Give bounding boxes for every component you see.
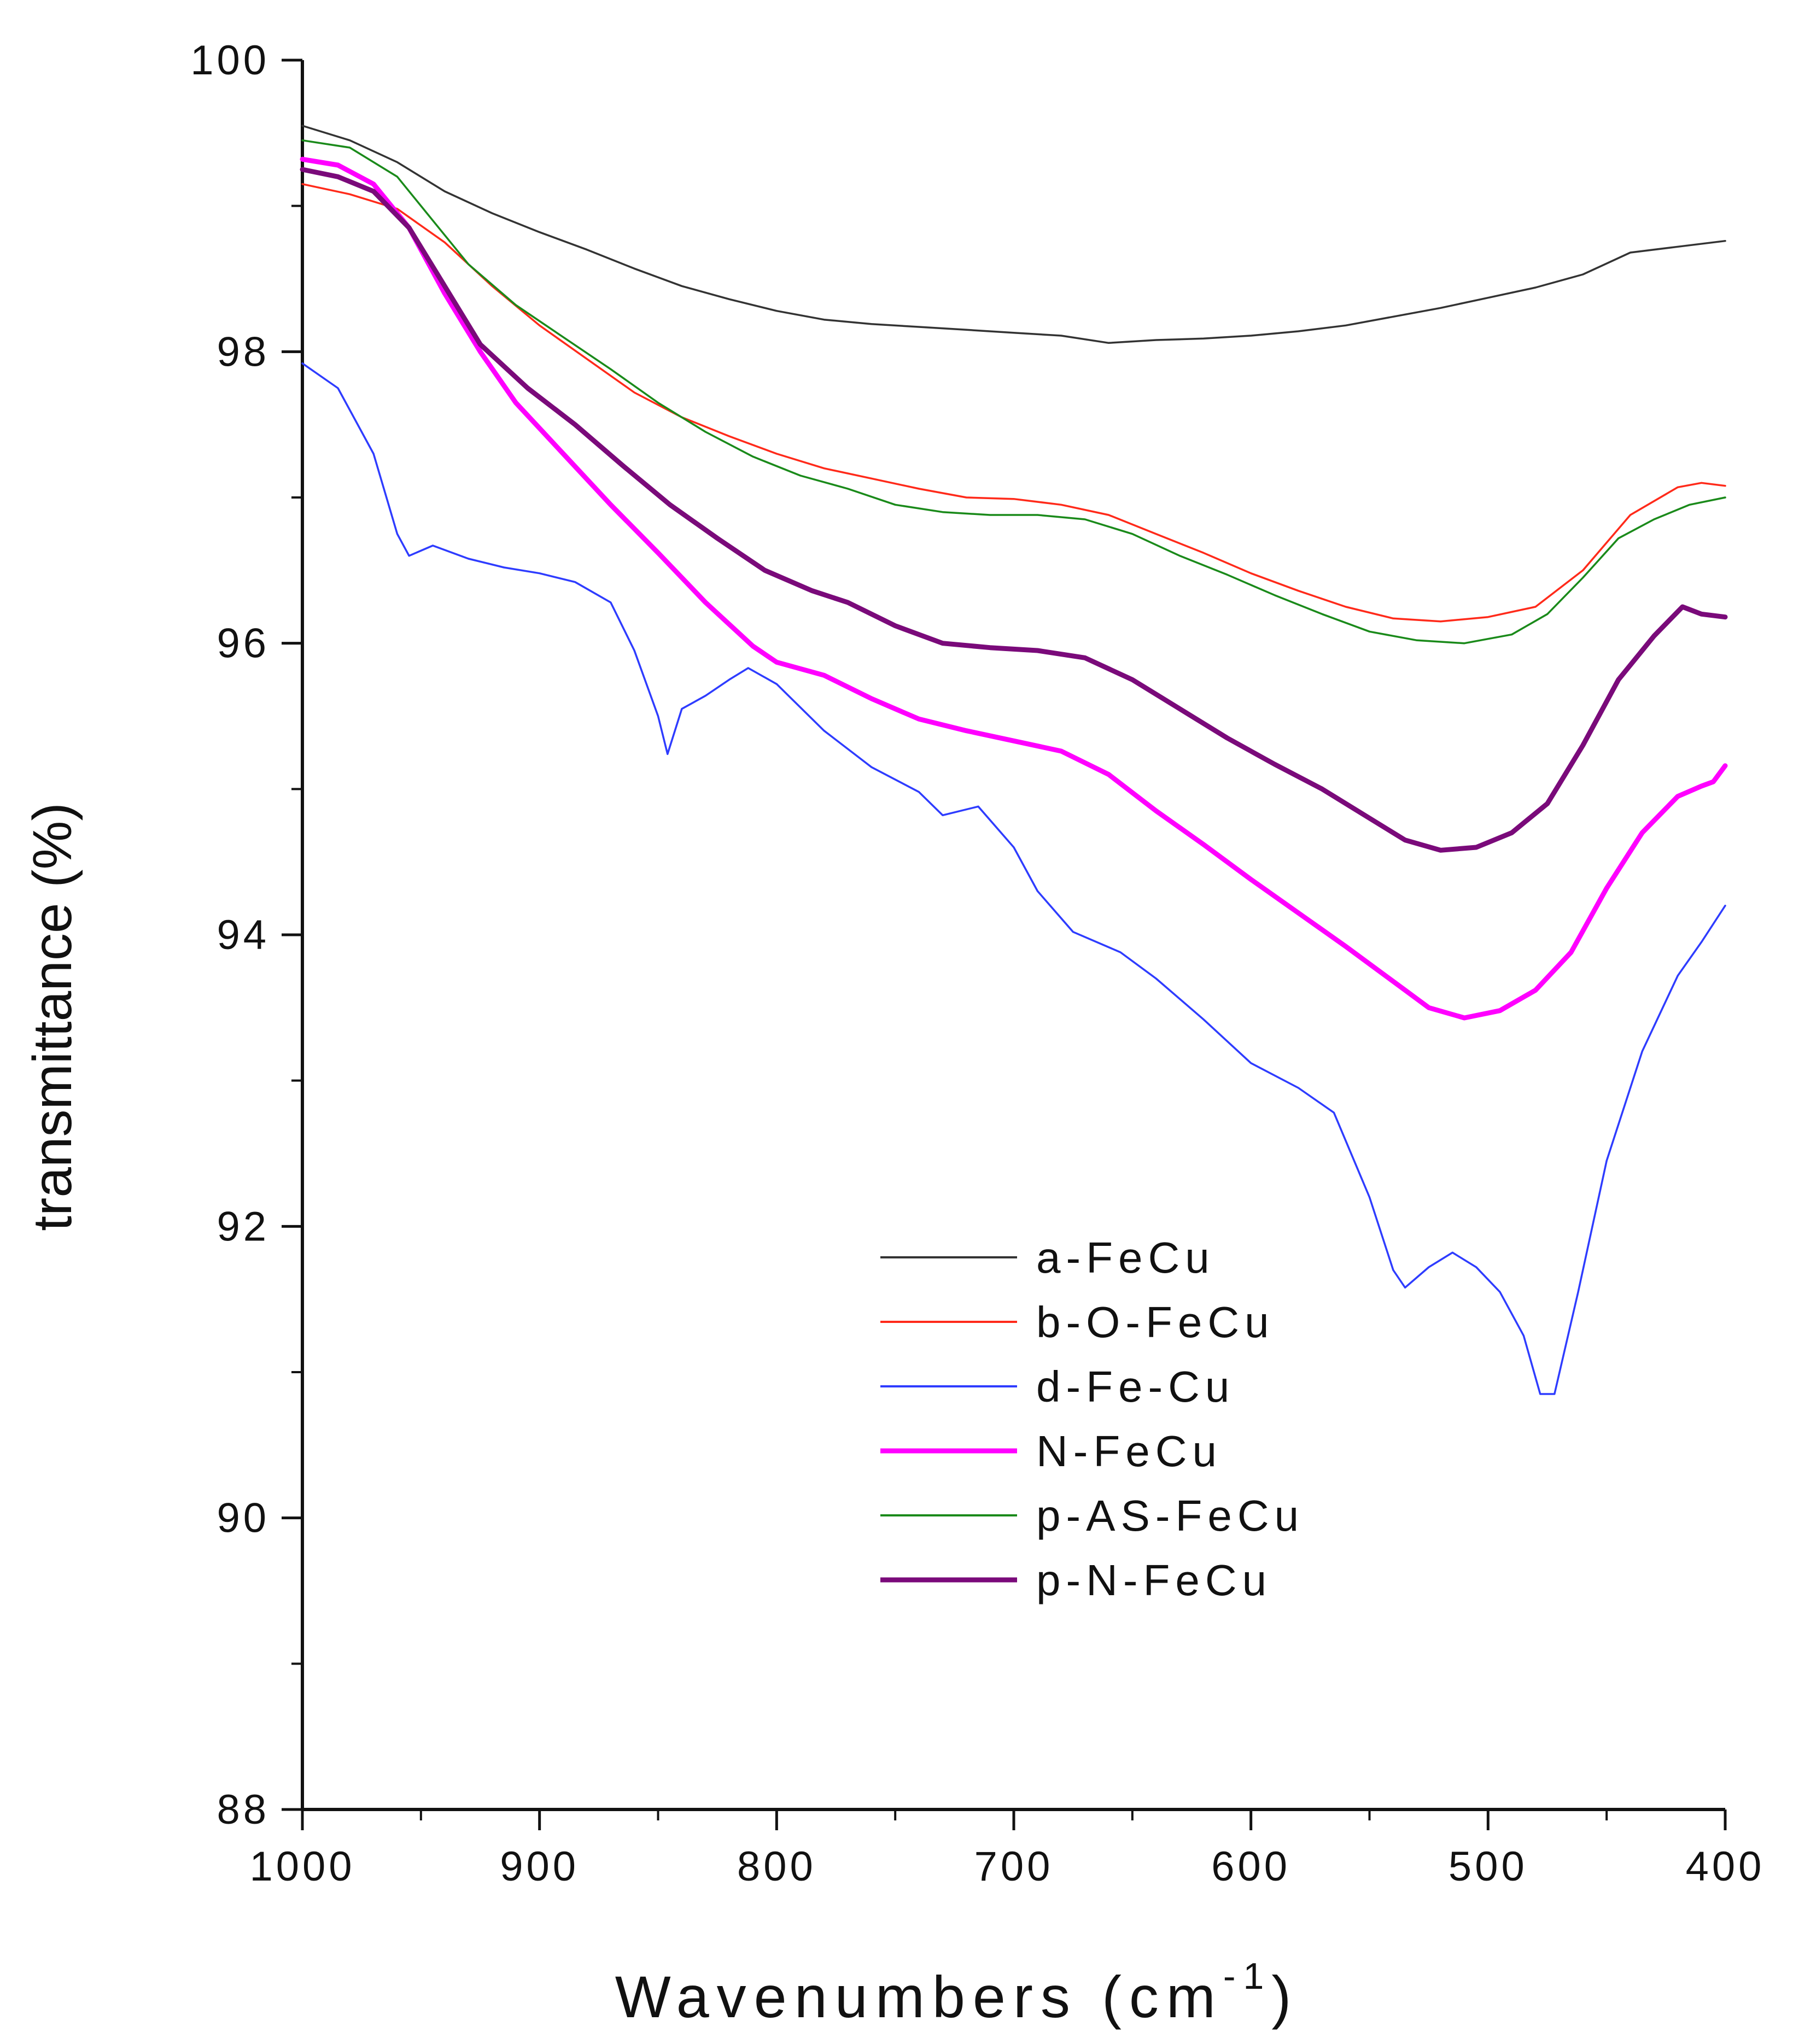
x-axis-title-superscript: -1	[1223, 1955, 1271, 1997]
x-axis-title-close: )	[1271, 1964, 1299, 2030]
series-line-b-o-fecu	[301, 183, 1726, 623]
legend-label-b-o-fecu: b-O-FeCu	[1036, 1298, 1275, 1346]
series-line-n-fecu	[300, 156, 1728, 1021]
legend-label-a-fecu: a-FeCu	[1036, 1233, 1215, 1282]
x-tick-label: 500	[1449, 1843, 1528, 1890]
y-tick-label: 96	[217, 620, 270, 667]
series-line-a-fecu	[301, 125, 1726, 344]
y-axis-title: transmittance (%)	[22, 803, 83, 1231]
x-tick-label: 700	[974, 1843, 1054, 1890]
x-tick-label: 900	[500, 1843, 579, 1890]
legend-label-n-fecu: N-FeCu	[1036, 1427, 1222, 1475]
series-lines	[300, 125, 1728, 1395]
x-tick-label: 1000	[249, 1843, 355, 1890]
x-axis-title-main: Wavenumbers (cm	[615, 1964, 1223, 2030]
y-tick-label: 100	[190, 37, 270, 84]
x-axis-title: Wavenumbers (cm-1)	[615, 1955, 1299, 2030]
legend: a-FeCu b-O-FeCu d-Fe-Cu N-FeCu p-AS-FeCu p-N-…	[880, 1233, 1304, 1604]
series-line-p-n-fecu	[300, 167, 1728, 853]
y-tick-label: 92	[217, 1203, 270, 1250]
axis-titles: transmittance (%) Wavenumbers (cm-1)	[22, 803, 1299, 2030]
legend-label-d-fe-cu: d-Fe-Cu	[1036, 1362, 1235, 1411]
x-tick-label: 600	[1211, 1843, 1290, 1890]
series-line-p-as-fecu	[301, 139, 1726, 645]
y-tick-label: 88	[217, 1787, 270, 1833]
x-tick-label: 400	[1686, 1843, 1765, 1890]
axes: 88 90 92 94 96 98 100 1000 900 800 700 600 500 400	[190, 37, 1765, 1890]
x-tick-label: 800	[737, 1843, 816, 1890]
y-tick-label: 90	[217, 1495, 270, 1542]
legend-label-p-n-fecu: p-N-FeCu	[1036, 1556, 1272, 1604]
series-line-d-fe-cu	[301, 362, 1726, 1395]
legend-label-p-as-fecu: p-AS-FeCu	[1036, 1491, 1304, 1540]
y-tick-label: 98	[217, 329, 270, 375]
y-tick-label: 94	[217, 912, 270, 958]
